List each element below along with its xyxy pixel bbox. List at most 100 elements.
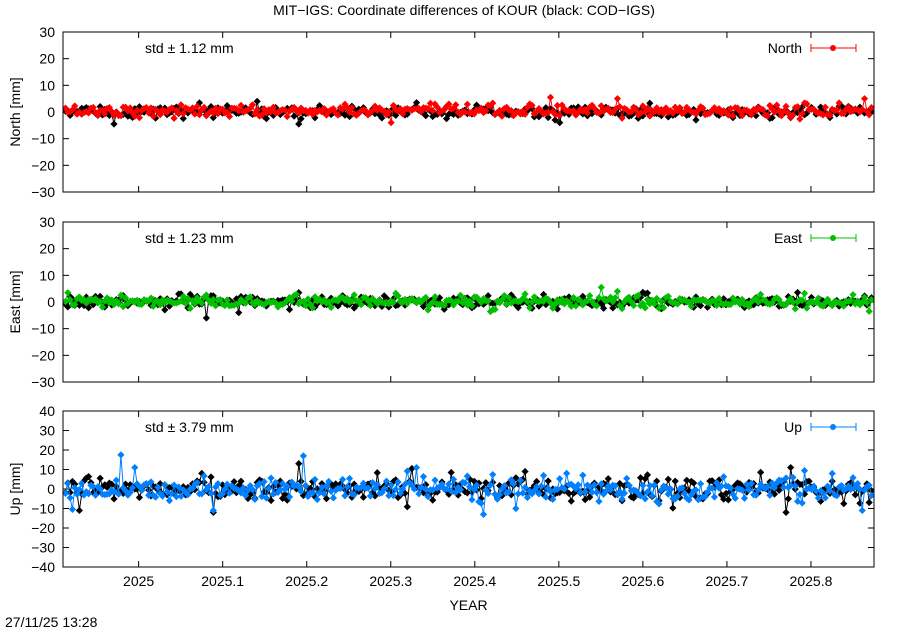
up-series-cod-point — [687, 477, 695, 485]
up-series-mit-point — [528, 490, 536, 498]
east-series-mit-point — [239, 297, 247, 306]
east-series-mit-point — [650, 300, 659, 308]
up-series-mit-point — [757, 480, 765, 489]
east-series-mit-point — [854, 297, 862, 305]
up-series-mit-point — [650, 481, 659, 489]
east-series-mit-point — [567, 302, 575, 310]
up-series-mit-point — [329, 494, 338, 502]
up-series-mit-point — [128, 484, 137, 492]
north-y-axis-label: North [mm] — [7, 77, 23, 146]
up-series-mit-point — [412, 463, 421, 472]
east-series-mit-point — [687, 302, 695, 310]
up-series-mit-point — [523, 493, 531, 502]
north-series-cod-point — [295, 120, 303, 128]
north-series-mit-point — [599, 107, 608, 115]
up-series-mit-point — [763, 482, 772, 491]
east-ytick-label: −20 — [31, 347, 55, 363]
up-series-mit-point — [805, 484, 813, 492]
up-series-mit-point — [662, 484, 670, 492]
up-series-mit-point — [560, 485, 568, 493]
east-series-mit-point — [632, 293, 640, 301]
east-series-mit-point — [186, 304, 194, 313]
up-series-cod-point — [583, 486, 592, 495]
up-series-cod-point — [311, 493, 319, 501]
up-series-mit-point — [489, 470, 497, 479]
east-ytick-label: 10 — [39, 267, 55, 283]
north-series-mit-point — [133, 106, 141, 114]
east-series-mit-point — [327, 303, 335, 311]
up-series-mit-point — [743, 480, 751, 489]
up-series-mit-point — [151, 493, 160, 501]
up-series-mit-point — [396, 489, 404, 497]
up-series-cod-point — [757, 468, 765, 476]
east-series-mit-point — [382, 298, 391, 307]
north-series-mit-point — [71, 102, 79, 110]
north-series-mit-point — [290, 103, 298, 112]
east-series-cod-point — [75, 301, 83, 309]
up-series-mit-point — [202, 486, 210, 494]
up-series-mit-point — [339, 475, 347, 484]
north-series-mit-point — [858, 105, 866, 114]
east-series-mit-point — [729, 294, 737, 302]
north-series-mit-point — [440, 105, 448, 114]
north-series-mit-point — [821, 103, 829, 111]
east-series-mit-point — [791, 305, 799, 313]
east-series-mit-point — [539, 297, 548, 306]
up-series-mit-point — [182, 488, 190, 496]
up-series-mit-point — [606, 486, 615, 494]
north-series-mit-point — [175, 109, 183, 117]
north-series-mit-point — [817, 109, 825, 117]
north-series-mit-point — [793, 103, 802, 111]
panels: −30 −20 −10 0 10 20 30 North [mm] std ± 1.12 mm N… — [7, 24, 875, 613]
up-series-mit-point — [782, 474, 790, 482]
north-series-mit-point — [142, 104, 150, 112]
up-series-mit-point — [387, 481, 395, 489]
up-series-mit-point — [800, 467, 809, 475]
north-std-label: std ± 1.12 mm — [145, 40, 234, 56]
up-series-mit-point — [479, 510, 488, 518]
up-series-mit-point — [66, 494, 74, 502]
north-series-cod-point — [403, 110, 411, 118]
up-series-cod-point — [470, 477, 478, 485]
up-series-mit-point — [636, 492, 645, 500]
up-series-mit-point — [438, 480, 446, 488]
east-std-label: std ± 1.23 mm — [145, 230, 234, 246]
east-series-mit-point — [71, 300, 79, 309]
east-series-mit-point — [738, 295, 746, 304]
up-series-mit-point — [472, 481, 481, 489]
up-series-mit-point — [422, 485, 430, 493]
east-series-cod-point — [378, 302, 386, 311]
east-series-mit-point — [523, 297, 531, 306]
north-series-mit-point — [463, 100, 471, 108]
north-series-cod-point — [179, 114, 187, 123]
east-series-mit-point — [745, 303, 753, 311]
up-series-mit-point — [392, 485, 400, 493]
east-series-mit-point — [715, 294, 723, 303]
north-series-mit-point — [632, 106, 640, 114]
east-series-mit-point — [375, 296, 384, 305]
up-series-cod-point — [322, 495, 331, 503]
north-series-cod-point — [803, 109, 811, 117]
east-series-mit-point — [856, 301, 864, 309]
up-series-mit-point — [752, 491, 760, 499]
up-series-mit-point — [777, 477, 786, 485]
up-series-mit-point — [597, 480, 605, 488]
up-series-mit-point — [740, 494, 749, 502]
up-series-mit-point — [292, 481, 301, 489]
up-series-mit-point — [149, 491, 157, 499]
up-series-mit-point — [267, 474, 275, 482]
up-series-cod-point — [200, 478, 208, 486]
up-series-mit-point — [653, 497, 661, 506]
east-series-mit-point — [179, 292, 187, 300]
up-series-cod-point — [787, 463, 795, 472]
up-series-mit-point — [865, 481, 873, 489]
up-series-mit-point — [727, 484, 735, 492]
north-series-mit-point — [662, 104, 670, 112]
up-series-cod-point — [96, 474, 104, 482]
up-series-mit-point — [385, 491, 393, 500]
north-series-mit-point — [669, 109, 677, 117]
up-series-cod-point — [738, 482, 746, 490]
north-series-cod-point — [209, 113, 217, 122]
east-series-mit-point — [623, 295, 631, 303]
up-series-cod-point — [447, 468, 455, 477]
